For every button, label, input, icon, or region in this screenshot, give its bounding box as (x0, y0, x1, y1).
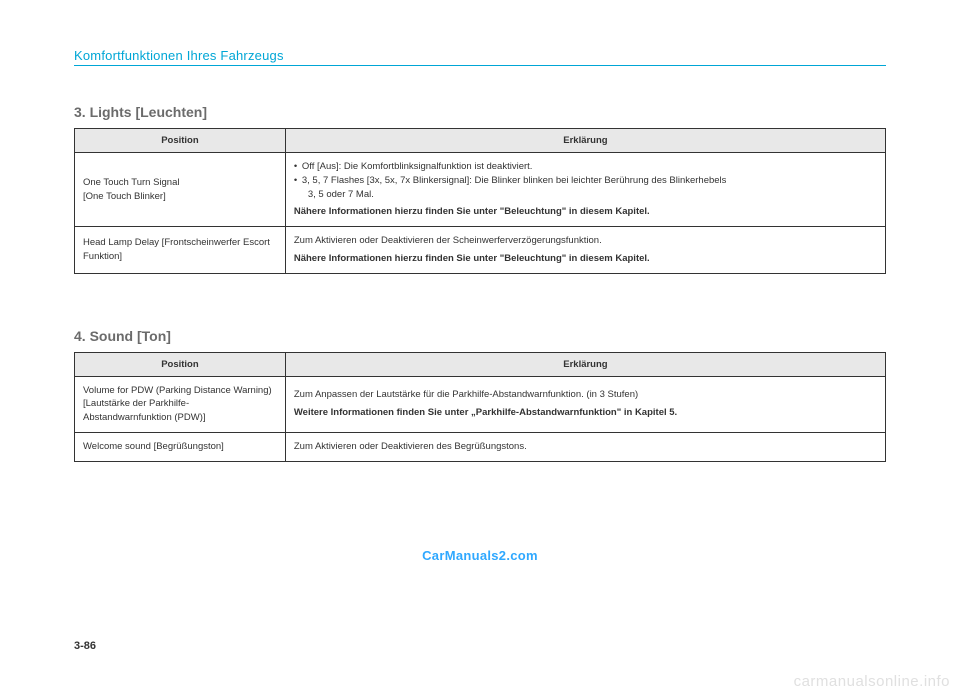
bullet-item: Off [Aus]: Die Komfortblinksignalfunktio… (294, 160, 877, 174)
lights-table: Position Erklärung One Touch Turn Signal… (74, 128, 886, 274)
note-text: Weitere Informationen finden Sie unter „… (294, 406, 877, 420)
desc-text: Zum Aktivieren oder Deaktivieren der Sch… (294, 235, 602, 246)
table-row: Welcome sound [Begrüßungston] Zum Aktivi… (75, 432, 886, 461)
cell-erklaerung: Zum Aktivieren oder Deaktivieren des Beg… (285, 432, 885, 461)
table-header-erklaerung: Erklärung (285, 352, 885, 376)
chapter-title: Komfortfunktionen Ihres Fahrzeugs (74, 48, 886, 66)
cell-erklaerung: Zum Aktivieren oder Deaktivieren der Sch… (285, 227, 885, 274)
cell-erklaerung: Off [Aus]: Die Komfortblinksignalfunktio… (285, 153, 885, 227)
table-row: Head Lamp Delay [Frontscheinwerfer Escor… (75, 227, 886, 274)
bullet-item-cont: 3, 5 oder 7 Mal. (294, 188, 877, 202)
desc-text: Zum Anpassen der Lautstärke für die Park… (294, 389, 638, 400)
cell-position: Volume for PDW (Parking Distance Warning… (75, 376, 286, 432)
section-3-title: 3. Lights [Leuchten] (74, 104, 886, 120)
sound-table: Position Erklärung Volume for PDW (Parki… (74, 352, 886, 462)
table-header-position: Position (75, 129, 286, 153)
cell-position: Head Lamp Delay [Frontscheinwerfer Escor… (75, 227, 286, 274)
table-header-position: Position (75, 352, 286, 376)
desc-text: Zum Aktivieren oder Deaktivieren des Beg… (294, 441, 527, 452)
cell-position: One Touch Turn Signal [One Touch Blinker… (75, 153, 286, 227)
page-number: 3-86 (74, 640, 96, 652)
cell-position: Welcome sound [Begrüßungston] (75, 432, 286, 461)
bullet-item: 3, 5, 7 Flashes [3x, 5x, 7x Blinkersigna… (294, 174, 877, 188)
note-text: Nähere Informationen hierzu finden Sie u… (294, 252, 877, 266)
watermark-corner: carmanualsonline.info (794, 673, 950, 690)
section-4-title: 4. Sound [Ton] (74, 328, 886, 344)
note-text: Nähere Informationen hierzu finden Sie u… (294, 205, 877, 219)
table-header-erklaerung: Erklärung (285, 129, 885, 153)
watermark-center: CarManuals2.com (422, 548, 538, 563)
document-page: Komfortfunktionen Ihres Fahrzeugs 3. Lig… (0, 0, 960, 462)
table-row: One Touch Turn Signal [One Touch Blinker… (75, 153, 886, 227)
cell-erklaerung: Zum Anpassen der Lautstärke für die Park… (285, 376, 885, 432)
table-row: Volume for PDW (Parking Distance Warning… (75, 376, 886, 432)
